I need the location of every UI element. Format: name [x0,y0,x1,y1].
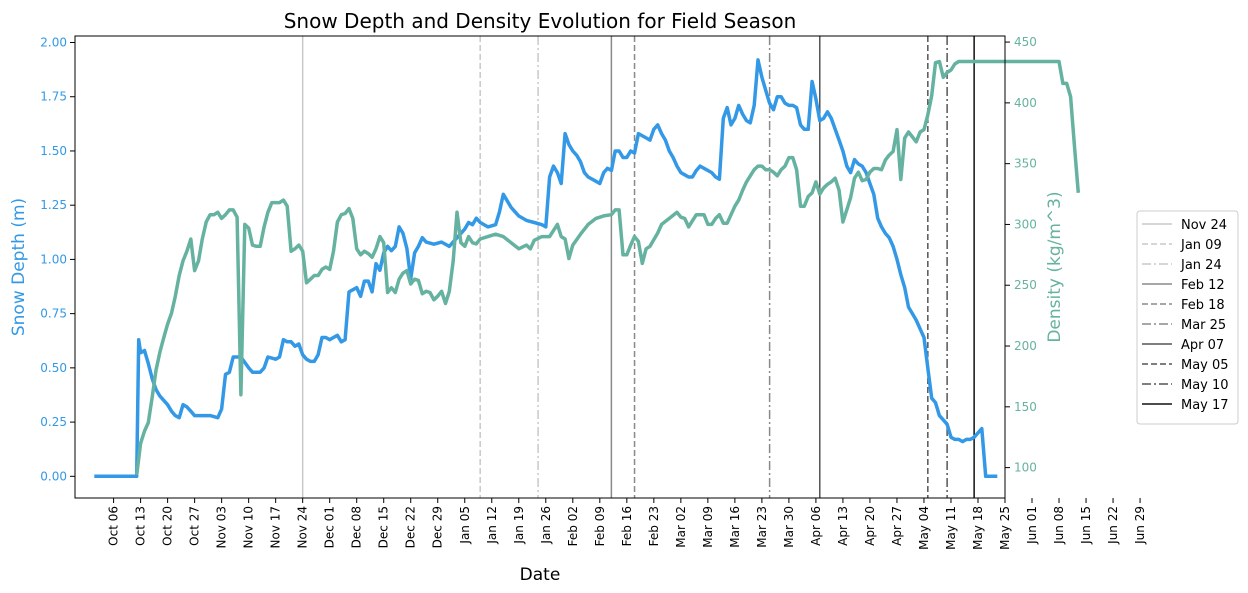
x-tick-label: Nov 03 [215,506,229,549]
y-left-tick-label: 0.00 [40,469,67,483]
x-tick-label: Oct 13 [134,506,148,546]
x-tick-label: Mar 23 [755,506,769,548]
x-tick-label: May 18 [971,506,985,550]
legend-label: Apr 07 [1181,338,1224,353]
legend-label: Mar 25 [1181,318,1226,333]
legend-label: Jan 09 [1180,238,1222,253]
y-right-tick-label: 450 [1014,35,1037,49]
series-snow-depth-line [94,58,998,479]
left-axis: 0.00 0.25 0.50 0.75 1.00 1.25 1.50 1.75 2.00 [40,36,75,483]
x-tick-label: Jan 19 [512,506,526,545]
y-right-tick-label: 200 [1014,339,1037,353]
x-tick-label: Dec 08 [350,506,364,548]
y-left-tick-label: 0.25 [40,415,67,429]
x-tick-label: Jan 26 [539,506,553,545]
x-axis-label: Date [520,565,561,585]
x-tick-label: Jun 08 [1052,506,1066,545]
x-tick-label: Mar 16 [728,506,742,548]
x-tick-label: Nov 24 [296,506,310,549]
x-tick-label: Jun 29 [1133,506,1147,545]
y-right-tick-label: 400 [1014,96,1037,110]
legend-label: Jan 24 [1180,258,1222,273]
y-left-tick-label: 1.50 [40,144,67,158]
y-axis-label-right: Density (kg/m^3) [1045,191,1065,342]
plot-frame [74,35,1006,499]
x-tick-label: Feb 02 [566,506,580,546]
legend: Nov 24 Jan 09 Jan 24 Feb 12 Feb 18 Mar 25 Apr … [1136,210,1239,425]
x-tick-label: Jun 22 [1106,506,1120,545]
x-tick-label: Nov 10 [242,506,256,549]
x-tick-label: Jun 01 [1025,506,1039,545]
right-axis: 100 150 200 250 300 350 400 450 [1005,35,1037,475]
y-left-tick-label: 0.75 [40,307,67,321]
y-right-tick-label: 150 [1014,400,1037,414]
x-tick-label: Oct 20 [161,506,175,546]
x-tick-label: Dec 22 [404,506,418,548]
y-left-tick-label: 2.00 [40,36,67,50]
x-tick-label: Dec 29 [431,506,445,548]
series-density-line [134,59,1081,476]
x-axis: Oct 06 Oct 13 Oct 20 Oct 27 Nov 03 Nov 10 Nov … [107,498,1147,550]
x-tick-label: Feb 16 [620,506,634,546]
legend-label: May 05 [1181,358,1229,373]
chart-title: Snow Depth and Density Evolution for Fie… [284,9,797,33]
x-tick-label: Dec 01 [323,506,337,548]
x-tick-label: Mar 02 [674,506,688,548]
y-right-tick-label: 250 [1014,278,1037,292]
y-right-tick-label: 100 [1014,461,1037,475]
y-right-tick-label: 300 [1014,217,1037,231]
y-left-tick-label: 1.25 [40,198,67,212]
x-tick-label: Oct 06 [107,506,121,546]
x-tick-label: Apr 13 [836,506,850,546]
x-tick-label: Apr 06 [809,506,823,546]
y-axis-label-left: Snow Depth (m) [9,198,29,336]
x-tick-label: Jan 12 [485,506,499,545]
y-left-tick-label: 1.75 [40,90,67,104]
x-tick-label: May 25 [998,506,1012,550]
y-left-tick-label: 0.50 [40,361,67,375]
legend-label: May 10 [1181,378,1229,393]
x-tick-label: Apr 27 [890,506,904,546]
x-tick-label: Dec 15 [377,506,391,548]
x-tick-label: Mar 30 [782,506,796,548]
x-tick-label: Feb 09 [593,506,607,546]
x-tick-label: May 04 [917,506,931,550]
x-tick-label: Mar 09 [701,506,715,548]
series-layer [94,58,1081,479]
legend-label: Nov 24 [1181,218,1227,233]
legend-label: Feb 12 [1181,278,1225,293]
x-tick-label: Nov 17 [269,506,283,549]
x-tick-label: Apr 20 [863,506,877,546]
x-tick-label: May 11 [944,506,958,550]
x-tick-label: Jan 05 [458,506,472,545]
legend-label: May 17 [1181,398,1229,413]
legend-label: Feb 18 [1181,298,1225,313]
event-lines [301,36,975,498]
x-tick-label: Oct 27 [188,506,202,546]
y-right-tick-label: 350 [1014,157,1037,171]
x-tick-label: Feb 23 [647,506,661,546]
x-tick-label: Jun 15 [1079,506,1093,545]
y-left-tick-label: 1.00 [40,252,67,266]
